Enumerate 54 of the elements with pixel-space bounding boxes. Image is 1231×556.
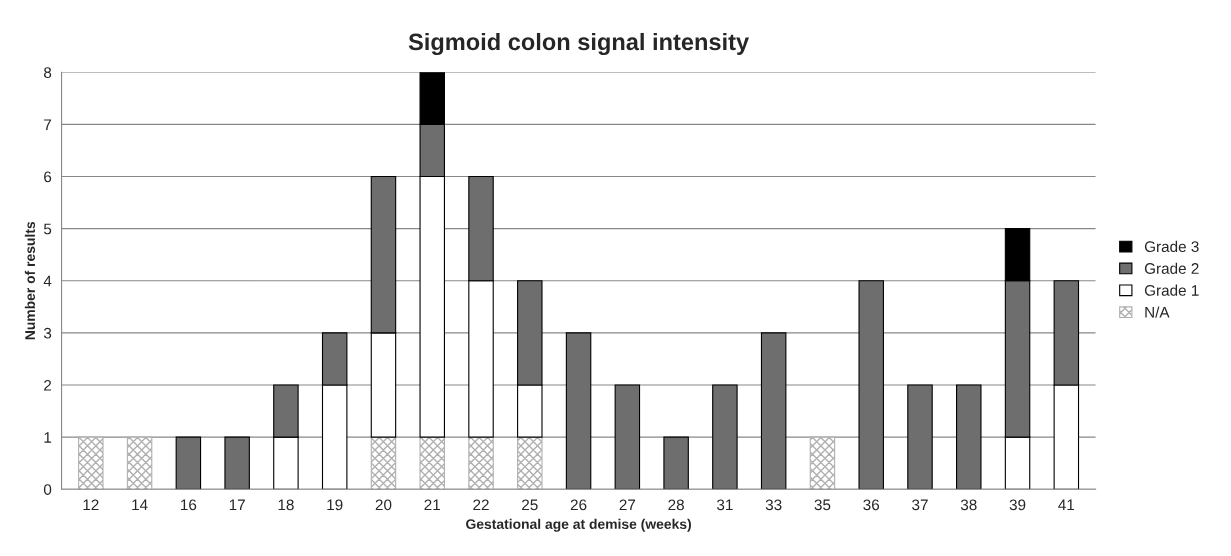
- bar: [370, 436, 397, 490]
- x-axis-title: Gestational age at demise (weeks): [466, 518, 691, 532]
- y-tick-label: 1: [44, 432, 52, 443]
- bar: [468, 436, 494, 490]
- x-tick-label: 37: [912, 499, 928, 511]
- legend-label: Grade 1: [1144, 284, 1199, 296]
- bar: [419, 436, 445, 490]
- y-axis-title: Number of results: [24, 221, 36, 340]
- x-tick-label: 27: [619, 499, 636, 511]
- bar: [956, 384, 982, 490]
- x-tick-label: 19: [327, 499, 343, 511]
- x-tick-label: 35: [814, 499, 831, 511]
- x-tick-label: 18: [278, 499, 294, 511]
- x-tick-label: 41: [1058, 499, 1075, 511]
- x-tick-label: 14: [132, 499, 148, 511]
- x-tick-label: 20: [375, 499, 392, 511]
- y-tick-label: 6: [44, 171, 52, 183]
- bar: [907, 384, 933, 490]
- x-tick-label: 17: [229, 499, 245, 511]
- y-tick-label: 4: [43, 275, 52, 287]
- x-tick-label: 21: [424, 499, 440, 511]
- bar: [614, 384, 641, 490]
- legend-label: N/A: [1145, 306, 1170, 318]
- bar: [809, 436, 836, 490]
- bar: [517, 436, 543, 490]
- bar: [224, 436, 250, 490]
- legend-label: Grade 2: [1144, 262, 1199, 274]
- bar: [663, 436, 689, 490]
- y-tick-label: 7: [44, 119, 52, 130]
- chart-title: Sigmoid colon signal intensity: [408, 32, 749, 56]
- bar: [858, 280, 884, 490]
- x-tick-label: 33: [765, 499, 782, 511]
- y-tick-label: 5: [43, 223, 52, 235]
- y-tick-label: 8: [44, 67, 52, 78]
- x-tick-label: 25: [522, 499, 538, 511]
- bar: [712, 384, 738, 490]
- x-tick-label: 38: [960, 499, 977, 511]
- x-tick-label: 31: [716, 499, 733, 511]
- bar: [760, 332, 787, 490]
- bar: [175, 436, 202, 490]
- bar: [565, 332, 592, 490]
- x-tick-label: 26: [570, 499, 587, 511]
- y-tick-label: 2: [44, 379, 52, 391]
- x-tick-label: 22: [473, 499, 489, 511]
- bar: [78, 436, 104, 490]
- legend-label: Grade 3: [1144, 240, 1199, 253]
- x-tick-label: 36: [863, 499, 880, 511]
- y-tick-label: 3: [43, 327, 52, 339]
- y-tick-label: 0: [43, 484, 52, 495]
- x-tick-label: 16: [181, 499, 197, 511]
- bar: [126, 436, 153, 490]
- x-tick-label: 28: [668, 499, 684, 511]
- x-tick-label: 39: [1009, 499, 1026, 511]
- x-tick-label: 12: [83, 499, 99, 511]
